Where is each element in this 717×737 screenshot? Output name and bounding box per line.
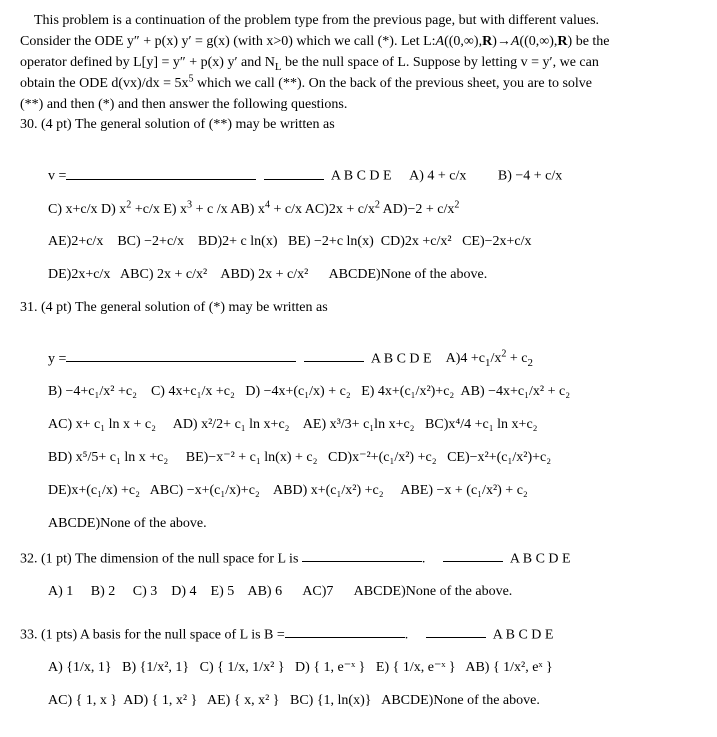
bubble-label: A B C D E: [331, 169, 392, 184]
q33-stem-b: .: [405, 627, 409, 642]
t: A)4 +c: [446, 351, 485, 366]
intro-l3-b: be the null space of L. Suppose by letti…: [282, 55, 599, 70]
q32-stem-a: 32. (1 pt) The dimension of the null spa…: [20, 551, 302, 566]
q32-stem-b: .: [422, 551, 426, 566]
q31-answer-line: y = A B C D E A)4 +c1/x2 + c2: [20, 348, 697, 369]
q30-choices-l2: C) x+c/x D) x2 +c/x E) x3 + c /x AB) x4 …: [20, 201, 697, 220]
t: +c/x E) x: [131, 202, 187, 217]
spacer: [20, 616, 697, 622]
intro-line-3: operator defined by L[y] = y″ + p(x) y′ …: [20, 54, 697, 73]
real-r-2: R: [557, 34, 567, 49]
y-equals: y =: [48, 351, 66, 366]
intro-line-1: This problem is a continuation of the pr…: [20, 12, 697, 31]
t: C) x+c/x D) x: [48, 202, 126, 217]
bubble-label: A B C D E: [493, 627, 554, 642]
q30-ch-ab: A) 4 + c/x B) −4 + c/x: [409, 169, 562, 184]
intro-l2-a: Consider the ODE y″ + p(x) y′ = g(x) (wi…: [20, 34, 436, 49]
q31-chA: A)4 +c1/x2 + c2: [446, 351, 533, 366]
q33-l1: A) {1/x, 1} B) {1/x², 1} C) { 1/x, 1/x² …: [20, 659, 697, 678]
q31-stem: 31. (4 pt) The general solution of (*) m…: [20, 299, 697, 318]
q33-stem-a: 33. (1 pts) A basis for the null space o…: [20, 627, 285, 642]
t: + c: [506, 351, 527, 366]
intro-l2-d: ((0,∞),: [519, 34, 557, 49]
intro-l3-a: operator defined by L[y] = y″ + p(x) y′ …: [20, 55, 275, 70]
q30-answer-line: v = A B C D E A) 4 + c/x B) −4 + c/x: [20, 165, 697, 186]
intro-line-2: Consider the ODE y″ + p(x) y′ = g(x) (wi…: [20, 33, 697, 52]
q30-choices-l4: DE)2x+c/x ABC) 2x + c/x² ABD) 2x + c/x² …: [20, 266, 697, 285]
q31-l3: AC) x+ c₁ ln x + c₂ AD) x²/2+ c₁ ln x+c₂…: [20, 416, 697, 435]
q32-choices: A) 1 B) 2 C) 3 D) 4 E) 5 AB) 6 AC)7 ABCD…: [20, 583, 697, 602]
v-equals: v =: [48, 169, 66, 184]
intro-l2-e: ) be the: [568, 34, 610, 49]
intro-l4-a: obtain the ODE d(vx)/dx = 5x: [20, 76, 188, 91]
q31-l5: DE)x+(c₁/x) +c₂ ABC) −x+(c₁/x)+c₂ ABD) x…: [20, 482, 697, 501]
blank-y: [66, 348, 296, 362]
q31-l2: B) −4+c₁/x² +c₂ C) 4x+c₁/x +c₂ D) −4x+(c…: [20, 383, 697, 402]
blank-v: [66, 165, 256, 179]
intro-l2-c: )→: [492, 34, 511, 49]
spacer: [20, 320, 697, 334]
blank-y2: [304, 348, 364, 362]
q31-l6: ABCDE)None of the above.: [20, 515, 697, 534]
sub-l: L: [275, 61, 282, 73]
t: + c /x AB) x: [192, 202, 265, 217]
q30-choices-l3: AE)2+c/x BC) −2+c/x BD)2+ c ln(x) BE) −2…: [20, 233, 697, 252]
q31-l4: BD) x⁵/5+ c₁ ln x +c₂ BE)−x⁻² + c₁ ln(x)…: [20, 449, 697, 468]
q30-stem: 30. (4 pt) The general solution of (**) …: [20, 116, 697, 135]
script-a-1: A: [436, 34, 445, 49]
intro-line-4: obtain the ODE d(vx)/dx = 5x5 which we c…: [20, 75, 697, 94]
blank-basis2: [426, 624, 486, 638]
t: AD)−2 + c/x: [380, 202, 455, 217]
q33-l2: AC) { 1, x } AD) { 1, x² } AE) { x, x² }…: [20, 692, 697, 711]
t: /x: [490, 351, 501, 366]
blank-dim2: [443, 548, 503, 562]
intro-l4-b: which we call (**). On the back of the p…: [194, 76, 593, 91]
bubble-label: A B C D E: [371, 351, 432, 366]
blank-dim: [302, 548, 422, 562]
intro-l2-b: ((0,∞),: [444, 34, 482, 49]
blank-v2: [264, 165, 324, 179]
q32-stem: 32. (1 pt) The dimension of the null spa…: [20, 548, 697, 569]
intro-line-5: (**) and then (*) and then answer the fo…: [20, 96, 697, 115]
t: + c/x AC)2x + c/x: [270, 202, 375, 217]
q33-stem: 33. (1 pts) A basis for the null space o…: [20, 624, 697, 645]
bubble-label: A B C D E: [510, 551, 571, 566]
real-r-1: R: [482, 34, 492, 49]
s: 2: [527, 357, 532, 369]
s: 2: [454, 199, 459, 210]
spacer: [20, 137, 697, 151]
blank-basis: [285, 624, 405, 638]
